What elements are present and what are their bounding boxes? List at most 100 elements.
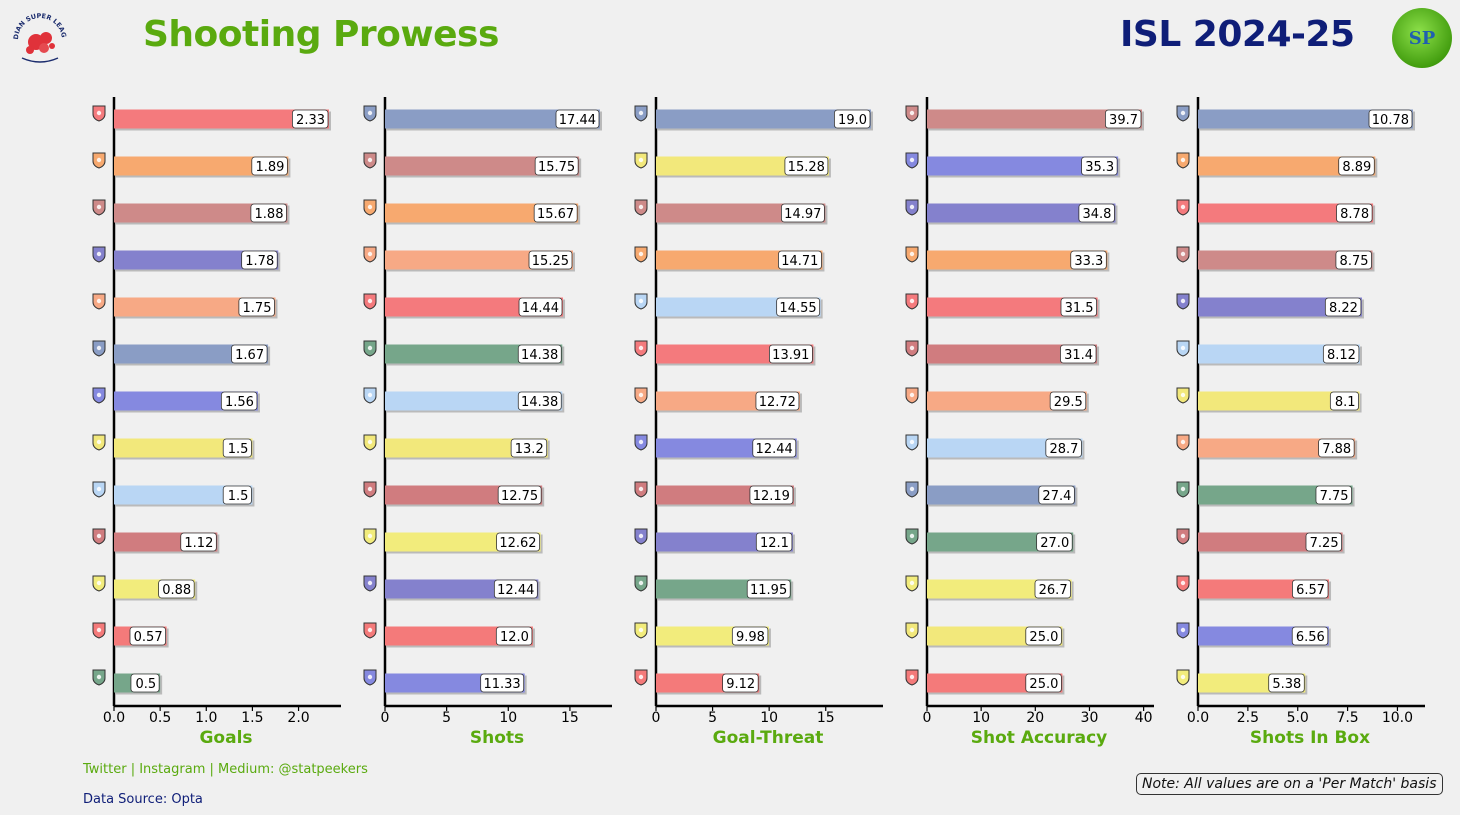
bar	[114, 438, 253, 458]
bar	[1198, 438, 1356, 458]
value-label-box	[231, 344, 268, 364]
team-crest-icon	[92, 481, 106, 498]
team-crest-icon	[634, 340, 648, 357]
team-crest-icon	[634, 199, 648, 216]
value-label-box	[780, 203, 825, 223]
team-crest-icon	[363, 481, 377, 498]
team-crest-icon	[1176, 575, 1190, 592]
value-label: 19.0	[838, 113, 867, 128]
value-label: 25.0	[1029, 677, 1058, 692]
chart-panel-3: 0 5 10 15 Goal-Threat 19.0 15.28 14.97 14.71 14.5…	[634, 97, 883, 748]
team-crest-icon	[1176, 293, 1190, 310]
chart-axis-title: Shots	[470, 728, 524, 748]
chart-axis-title: Shot Accuracy	[971, 728, 1108, 748]
x-tick-label: 0.5	[149, 710, 171, 726]
value-label-box	[1318, 438, 1355, 458]
x-tick-label: 30	[1081, 710, 1099, 726]
team-crest-icon	[634, 387, 648, 404]
value-label-box	[517, 391, 562, 411]
team-crest-icon	[905, 105, 919, 122]
team-crest-icon	[905, 152, 919, 169]
value-label-box	[755, 391, 800, 411]
team-crest-icon	[92, 340, 106, 357]
x-tick-label: 1.5	[241, 710, 263, 726]
value-label-box	[1338, 156, 1375, 176]
value-label: 12.62	[499, 536, 536, 551]
value-label: 12.72	[759, 395, 796, 410]
value-label-box	[291, 109, 329, 129]
team-crest-icon	[92, 293, 106, 310]
page-title: Shooting Prowess	[143, 14, 499, 55]
team-crest-icon	[905, 528, 919, 545]
value-label: 12.0	[500, 630, 529, 645]
chart-panel-4: 0 10 20 30 40 Shot Accuracy 39.7 35.3 34.8 33.3 31…	[905, 97, 1154, 748]
x-tick-label: 5.0	[1287, 710, 1309, 726]
bar	[114, 203, 288, 223]
team-crest-icon	[1176, 199, 1190, 216]
value-label: 14.44	[522, 301, 559, 316]
bar	[1198, 203, 1374, 223]
value-label: 28.7	[1049, 442, 1078, 457]
value-label: 7.75	[1320, 489, 1349, 504]
value-label-box	[129, 626, 166, 646]
x-tick-label: 2.0	[287, 710, 309, 726]
value-label-box	[776, 297, 821, 317]
value-label-box	[1025, 673, 1062, 693]
team-crest-icon	[905, 669, 919, 686]
value-label: 14.55	[779, 301, 816, 316]
statpeekers-logo: SP	[1392, 8, 1452, 68]
team-crest-icon	[905, 199, 919, 216]
value-label-box	[749, 485, 794, 505]
x-tick-label: 0	[652, 710, 661, 726]
bar	[927, 203, 1116, 223]
x-tick-label: 0	[381, 710, 390, 726]
team-crest-icon	[1176, 246, 1190, 263]
value-label: 35.3	[1085, 160, 1114, 175]
value-label-box	[1078, 203, 1115, 223]
bar	[927, 438, 1083, 458]
value-label: 11.33	[483, 677, 520, 692]
bar	[927, 391, 1087, 411]
value-label: 12.44	[497, 583, 534, 598]
value-label-box	[752, 438, 797, 458]
value-label: 8.22	[1329, 301, 1358, 316]
value-label: 6.57	[1296, 583, 1325, 598]
bar	[385, 438, 548, 458]
value-label-box	[834, 109, 871, 129]
data-source-text: Data Source: Opta	[83, 792, 203, 807]
bar	[927, 344, 1098, 364]
value-label: 12.44	[756, 442, 793, 457]
value-label: 8.12	[1327, 348, 1356, 363]
team-crest-icon	[363, 340, 377, 357]
chart-axis-title: Goal-Threat	[713, 728, 824, 748]
value-label: 14.97	[784, 207, 821, 222]
value-label: 26.7	[1039, 583, 1068, 598]
x-tick-label: 10	[972, 710, 990, 726]
team-crest-icon	[363, 434, 377, 451]
x-tick-label: 1.0	[195, 710, 217, 726]
value-label-box	[250, 203, 287, 223]
value-label-box	[755, 532, 793, 552]
team-crest-icon	[634, 105, 648, 122]
value-label-box	[1081, 156, 1118, 176]
isl-logo: INDIAN SUPER LEAGUE	[5, 2, 72, 72]
x-tick-label: 10	[760, 710, 778, 726]
bar	[1198, 109, 1413, 129]
x-tick-label: 2.5	[1237, 710, 1259, 726]
value-label-box	[1105, 109, 1142, 129]
team-crest-icon	[634, 669, 648, 686]
value-label: 6.56	[1296, 630, 1325, 645]
team-crest-icon	[634, 622, 648, 639]
value-label-box	[130, 673, 160, 693]
value-label: 29.5	[1054, 395, 1083, 410]
value-label-box	[1034, 579, 1071, 599]
value-label: 31.4	[1064, 348, 1093, 363]
value-label-box	[784, 156, 829, 176]
team-crest-icon	[905, 622, 919, 639]
bar	[927, 250, 1108, 270]
team-crest-icon	[634, 152, 648, 169]
value-label: 15.75	[538, 160, 575, 175]
team-crest-icon	[634, 293, 648, 310]
value-label-box	[534, 156, 579, 176]
